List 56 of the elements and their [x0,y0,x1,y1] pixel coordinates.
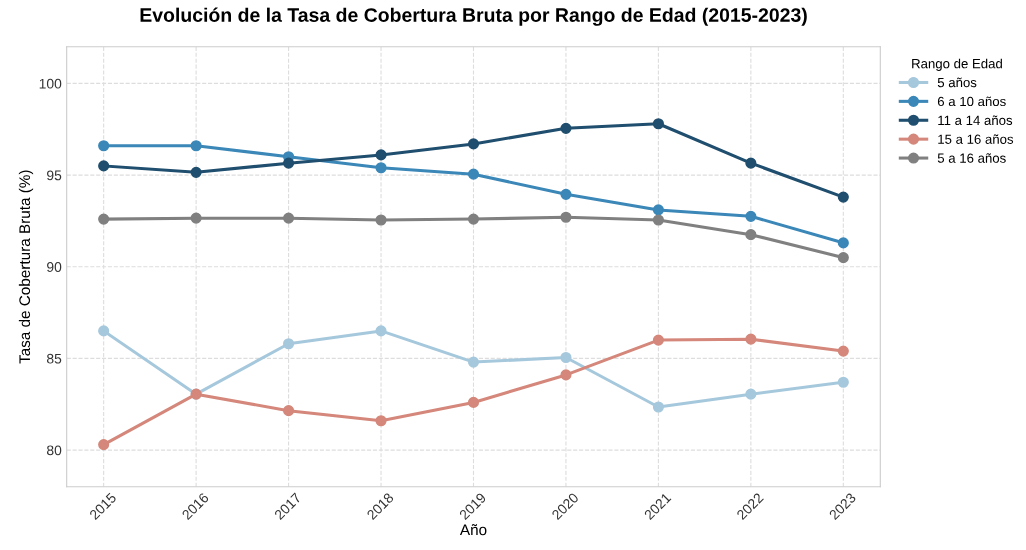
y-tick-label: 85 [46,353,62,364]
point [375,325,387,337]
y-tick-label: 95 [47,170,62,181]
chart-title: Evolución de la Tasa de Cobertura Bruta por Rango de Edad (2015-2023) [140,7,807,26]
point [745,388,757,400]
point [190,212,202,224]
point [652,334,664,346]
point [467,213,480,225]
point [837,191,849,203]
point [98,160,110,172]
point [837,345,849,357]
point [652,214,664,226]
legend-label: 15 a 16 años [938,134,1014,144]
point [467,356,480,368]
legend-title: Rango de Edad [912,58,1002,71]
point [560,369,572,381]
point [652,401,664,413]
point [652,204,664,216]
legend-label: 5 a 16 años [937,153,1006,163]
point [190,166,202,178]
point [560,211,572,223]
legend-label: 5 años [937,77,977,88]
point [283,338,295,350]
y-tick-label: 80 [46,445,62,456]
point [560,188,572,200]
legend-label: 6 a 10 años [937,96,1006,107]
point [98,439,110,451]
point [190,140,202,152]
point [837,252,849,264]
point [283,405,295,417]
y-tick-label: 90 [47,262,62,272]
point [560,351,572,364]
point [98,213,110,225]
point [467,168,480,180]
point [745,229,757,241]
point [375,415,387,427]
point [745,210,757,222]
x-axis-title: Año [459,524,487,536]
legend-label: 11 a 14 años [938,115,1013,126]
point [560,122,572,134]
y-axis-title: Tasa de Cobertura Bruta (%) [18,170,34,364]
point [375,162,387,174]
point [467,138,480,150]
point [98,140,110,152]
point [375,149,387,161]
point [467,396,480,408]
point [837,237,849,249]
point [283,212,295,224]
point [98,325,110,337]
point [375,214,387,226]
point [837,376,849,388]
point [283,157,295,169]
point [745,333,757,345]
y-tick-label: 100 [39,78,62,89]
point [745,157,757,169]
point [652,118,664,130]
